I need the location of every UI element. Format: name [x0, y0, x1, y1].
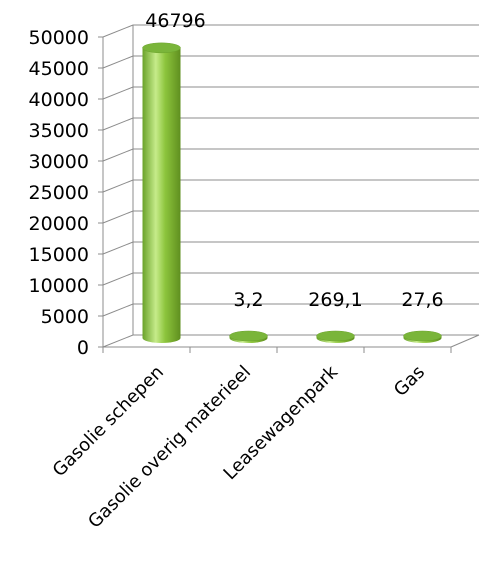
bar — [142, 42, 181, 343]
data-label: 3,2 — [233, 289, 263, 311]
y-tick-label: 25000 — [29, 182, 89, 204]
bar — [403, 330, 442, 343]
data-label: 269,1 — [308, 289, 362, 311]
y-tick-label: 5000 — [41, 306, 89, 328]
bar — [229, 330, 268, 343]
data-label: 46796 — [145, 10, 205, 32]
y-tick-label: 40000 — [29, 89, 89, 111]
y-tick-label: 15000 — [29, 244, 89, 266]
y-tick-label: 35000 — [29, 120, 89, 142]
y-tick-label: 10000 — [29, 275, 89, 297]
x-category-label: Gas — [390, 362, 429, 401]
y-tick-label: 20000 — [29, 213, 89, 235]
y-tick-label: 30000 — [29, 151, 89, 173]
y-tick-label: 45000 — [29, 58, 89, 80]
x-category-label: Gasolie overig materieel — [84, 362, 255, 533]
y-tick-label: 50000 — [29, 27, 89, 49]
y-tick-label: 0 — [77, 337, 89, 359]
y-axis-tick-labels: 0 5000 10000 15000 20000 25000 30000 35000 40000… — [29, 27, 89, 359]
bars — [142, 42, 442, 343]
data-labels: 46796 3,2 269,1 27,6 — [145, 10, 443, 311]
data-label: 27,6 — [401, 289, 443, 311]
floor-edge — [450, 334, 480, 348]
bar — [316, 330, 355, 343]
axes — [98, 25, 480, 353]
